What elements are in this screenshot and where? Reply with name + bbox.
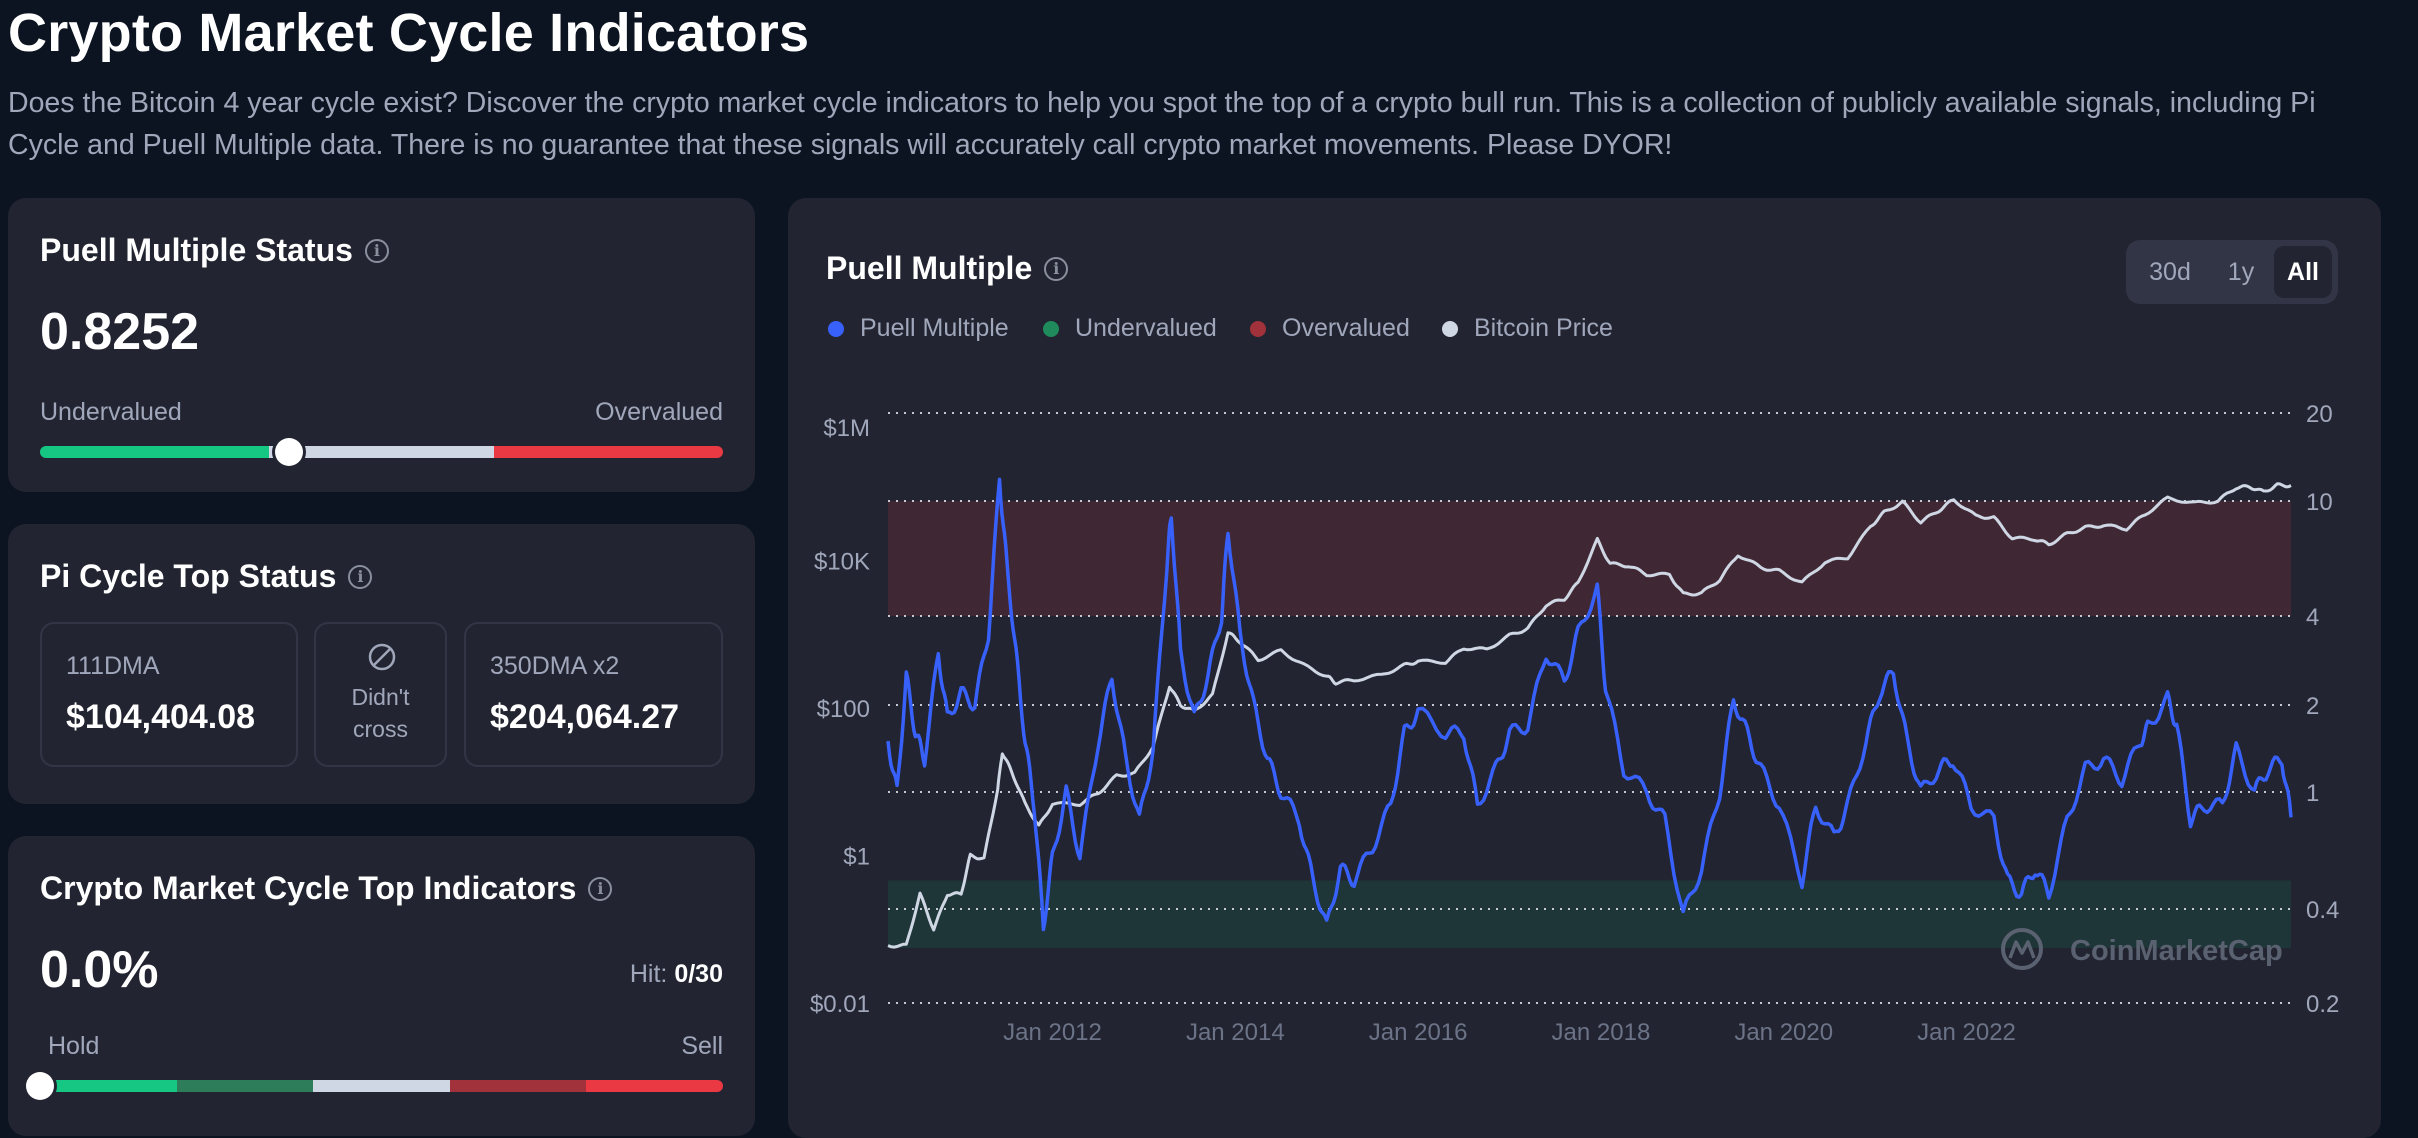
legend-dot [1442, 320, 1458, 337]
gauge-segment-4 [450, 1080, 586, 1092]
legend-bitcoin-price[interactable]: Bitcoin Price [1442, 314, 1613, 343]
legend-puell[interactable]: Puell Multiple [828, 314, 1009, 343]
gauge-segment-5 [586, 1080, 723, 1092]
right-axis-tick: 4 [2306, 604, 2319, 631]
left-axis-tick: $0.01 [810, 991, 870, 1018]
left-axis-tick: $1M [823, 415, 870, 442]
dma350-value: $204,064.27 [490, 698, 680, 736]
page-title: Crypto Market Cycle Indicators [8, 3, 810, 63]
info-icon[interactable]: i [364, 238, 389, 263]
puell-status-value: 0.8252 [40, 303, 200, 361]
top-indicators-gauge-track [26, 1072, 723, 1100]
gauge-segment-neutral [269, 446, 494, 458]
cross-status-line2: cross [353, 716, 408, 742]
page-description: Does the Bitcoin 4 year cycle exist? Dis… [8, 87, 2316, 161]
dma111-label: 111DMA [66, 652, 160, 680]
cross-status-box: Didn't cross [314, 622, 447, 767]
dma350-box: 350DMA x2 $204,064.27 [464, 622, 723, 767]
left-axis-tick: $1 [843, 844, 870, 871]
right-axis-tick: 10 [2306, 489, 2333, 516]
overvalued-label: Overvalued [595, 398, 723, 426]
range-selector: 30d 1y All [2126, 240, 2338, 304]
pi-cycle-title: Pi Cycle Top Status i [40, 558, 373, 595]
right-axis-tick: 0.4 [2306, 897, 2339, 924]
right-axis-tick: 1 [2306, 780, 2319, 807]
puell-chart-panel: Puell Multiple i 30d 1y All Puell Multip… [788, 198, 2381, 1138]
dma111-value: $104,404.08 [66, 698, 256, 736]
info-icon[interactable]: i [588, 876, 613, 901]
left-axis-tick: $100 [817, 696, 870, 723]
top-indicators-card: Crypto Market Cycle Top Indicators i 0.0… [8, 836, 755, 1136]
watermark-text: CoinMarketCap [2070, 935, 2283, 967]
hit-counter: Hit: 0/30 [630, 960, 723, 989]
legend-dot [1250, 320, 1266, 337]
puell-status-title: Puell Multiple Status i [40, 232, 389, 269]
right-axis-tick: 2 [2306, 693, 2319, 720]
legend-overvalued[interactable]: Overvalued [1250, 314, 1410, 343]
pi-cycle-card: Pi Cycle Top Status i 111DMA $104,404.08… [8, 524, 755, 804]
gauge-segment-overvalued [494, 446, 723, 458]
right-axis-tick: 0.2 [2306, 991, 2339, 1018]
info-icon[interactable]: i [348, 564, 373, 589]
x-axis-tick: Jan 2016 [1369, 1019, 1468, 1046]
bitcoin-price-line [887, 482, 2292, 949]
range-all-button[interactable]: All [2274, 246, 2332, 298]
x-axis-tick: Jan 2020 [1734, 1019, 1833, 1046]
legend-dot [828, 320, 844, 337]
legend-undervalued[interactable]: Undervalued [1043, 314, 1217, 343]
gauge-segment-undervalued [40, 446, 269, 458]
x-axis-tick: Jan 2022 [1917, 1019, 2016, 1046]
puell-gauge-track [40, 438, 723, 466]
x-axis-tick: Jan 2012 [1003, 1019, 1102, 1046]
puell-status-card: Puell Multiple Status i 0.8252 Undervalu… [8, 198, 755, 492]
gauge-knob [26, 1072, 54, 1100]
undervalued-label: Undervalued [40, 398, 182, 426]
puell-multiple-line [886, 477, 2293, 932]
puell-chart[interactable]: $1M $10K $100 $1 $0.01 20 10 4 2 1 0.4 0.2 Jan 201… [788, 198, 2381, 1138]
range-30d-button[interactable]: 30d [2149, 257, 2191, 286]
x-axis-tick: Jan 2014 [1186, 1019, 1285, 1046]
chart-title: Puell Multiple i [826, 250, 1069, 287]
gauge-knob [275, 438, 304, 466]
top-indicators-title: Crypto Market Cycle Top Indicators i [40, 870, 613, 907]
dma111-box: 111DMA $104,404.08 [40, 622, 298, 767]
gauge-segment-2 [177, 1080, 313, 1092]
sell-label: Sell [681, 1032, 723, 1060]
undervalued-band [888, 880, 2291, 949]
dma350-label: 350DMA x2 [490, 652, 620, 680]
hit-label: Hit: [629, 960, 668, 988]
info-icon[interactable]: i [1044, 256, 1069, 281]
hold-label: Hold [48, 1032, 100, 1060]
legend-dot [1043, 320, 1059, 337]
left-axis-tick: $10K [814, 549, 870, 576]
x-axis-tick: Jan 2018 [1552, 1019, 1651, 1046]
top-indicators-value: 0.0% [40, 941, 159, 999]
coinmarketcap-watermark: CoinMarketCap [2001, 928, 2283, 970]
range-1y-button[interactable]: 1y [2227, 257, 2255, 286]
no-cross-icon [368, 643, 396, 671]
gauge-segment-3 [313, 1080, 450, 1092]
cross-status-line1: Didn't [351, 684, 410, 710]
right-axis-tick: 20 [2306, 401, 2333, 428]
gauge-segment-1 [40, 1080, 177, 1092]
hit-value: 0/30 [674, 960, 723, 988]
